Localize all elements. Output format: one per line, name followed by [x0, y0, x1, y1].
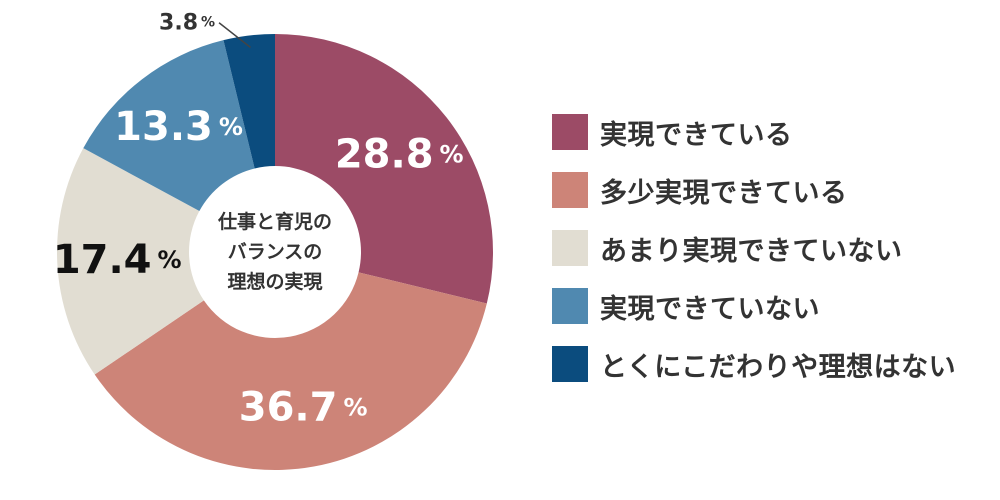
legend-label: 多少実現できている: [600, 177, 848, 209]
center-label-line: 理想の実現: [227, 270, 322, 293]
legend-swatch: [552, 288, 588, 324]
legend-item: 実現できている: [552, 110, 793, 154]
legend-swatch: [552, 114, 588, 150]
leader-line: [218, 22, 251, 49]
donut-slice: [275, 34, 493, 304]
percent-sign: %: [201, 15, 215, 31]
legend-item: 実現できていない: [552, 284, 820, 328]
slice-labels: 28.8 %36.7 %17.4 %13.3 %3.8%: [53, 10, 464, 430]
legend-label: 実現できていない: [600, 293, 820, 325]
legend-swatch: [552, 172, 588, 208]
slice-label: 17.4%: [53, 237, 182, 283]
legend-swatch: [552, 230, 588, 266]
legend-label: あまり実現できていない: [600, 235, 903, 267]
slice-value: 36.7: [239, 384, 338, 430]
legend-swatch: [552, 346, 588, 382]
slice-value: 3.8: [159, 10, 198, 35]
slice-label: 28.8%: [335, 131, 464, 177]
percent-sign: %: [440, 140, 464, 168]
donut-slice: [83, 40, 255, 212]
legend-item: とくにこだわりや理想はない: [552, 342, 956, 386]
legend-item: 多少実現できている: [552, 168, 848, 212]
percent-sign: %: [343, 393, 367, 421]
slice-value: 17.4: [53, 237, 152, 283]
donut-slice: [56, 148, 204, 375]
center-label-line: バランスの: [228, 241, 323, 263]
percent-sign: %: [158, 246, 182, 274]
slice-value: 13.3: [114, 104, 213, 150]
percent-sign: %: [219, 113, 243, 141]
legend-label: とくにこだわりや理想はない: [600, 351, 957, 383]
slice-label: 13.3%: [114, 104, 243, 150]
legend-label: 実現できている: [600, 119, 793, 151]
donut-chart: 28.8 %36.7 %17.4 %13.3 %3.8% 仕事と育児のバランスの理想の実…: [53, 10, 493, 470]
legend-item: あまり実現できていない: [552, 226, 903, 270]
donut-slice: [94, 272, 487, 470]
slice-label: 3.8%: [159, 10, 215, 35]
donut-slice: [223, 34, 275, 169]
slice-value: 28.8: [335, 131, 434, 177]
donut-slices: [56, 34, 493, 470]
slice-label: 36.7%: [239, 384, 368, 430]
center-label-line: 仕事と育児の: [217, 210, 332, 233]
